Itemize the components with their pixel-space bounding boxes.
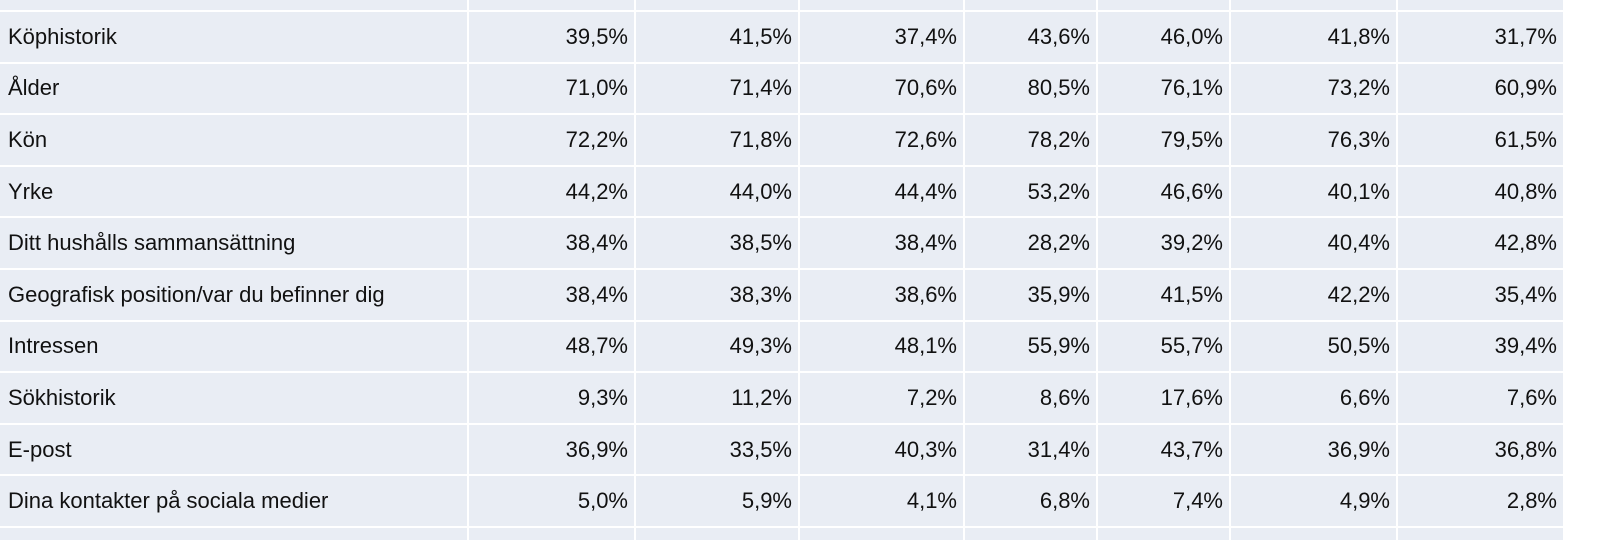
value-cell: 55,7% <box>1098 321 1229 372</box>
row-label: Sökhistorik <box>0 373 467 423</box>
value-cell: 38,5% <box>636 218 798 268</box>
value-cell: 36,9% <box>469 424 634 475</box>
value-cell: 5,9% <box>636 476 798 526</box>
value-cell: 4,1% <box>800 476 963 526</box>
row-label: Intressen <box>0 321 467 372</box>
value-cell: 37,4% <box>800 12 963 62</box>
filler-cell <box>636 528 798 540</box>
value-cell: 2,8% <box>1398 476 1563 526</box>
value-cell: 6,6% <box>1231 373 1396 423</box>
value-cell: 39,4% <box>1398 321 1563 372</box>
value-cell: 71,0% <box>469 63 634 114</box>
value-cell: 36,9% <box>1231 424 1396 475</box>
value-cell: 48,7% <box>469 321 634 372</box>
value-cell: 50,5% <box>1231 321 1396 372</box>
value-cell: 48,1% <box>800 321 963 372</box>
value-cell: 46,0% <box>1098 12 1229 62</box>
row-label: Geografisk position/var du befinner dig <box>0 270 467 320</box>
value-cell: 7,4% <box>1098 476 1229 526</box>
row-label: Kön <box>0 115 467 165</box>
value-cell: 46,6% <box>1098 166 1229 217</box>
value-cell: 80,5% <box>965 63 1096 114</box>
value-cell: 7,2% <box>800 373 963 423</box>
value-cell: 73,2% <box>1231 63 1396 114</box>
filler-cell <box>965 528 1096 540</box>
filler-cell <box>469 528 634 540</box>
value-cell: 43,6% <box>965 12 1096 62</box>
filler-cell <box>469 0 634 10</box>
row-label: E-post <box>0 424 467 475</box>
filler-cell <box>1398 528 1563 540</box>
value-cell: 60,9% <box>1398 63 1563 114</box>
value-cell: 71,8% <box>636 115 798 165</box>
filler-cell <box>636 0 798 10</box>
value-cell: 38,6% <box>800 270 963 320</box>
value-cell: 76,3% <box>1231 115 1396 165</box>
value-cell: 53,2% <box>965 166 1096 217</box>
value-cell: 35,4% <box>1398 270 1563 320</box>
filler-cell <box>0 0 467 10</box>
filler-cell <box>1231 528 1396 540</box>
value-cell: 72,2% <box>469 115 634 165</box>
value-cell: 38,4% <box>800 218 963 268</box>
value-cell: 42,8% <box>1398 218 1563 268</box>
value-cell: 38,4% <box>469 270 634 320</box>
value-cell: 7,6% <box>1398 373 1563 423</box>
filler-cell <box>965 0 1096 10</box>
value-cell: 33,5% <box>636 424 798 475</box>
value-cell: 8,6% <box>965 373 1096 423</box>
row-label: Ditt hushålls sammansättning <box>0 218 467 268</box>
value-cell: 71,4% <box>636 63 798 114</box>
value-cell: 76,1% <box>1098 63 1229 114</box>
value-cell: 17,6% <box>1098 373 1229 423</box>
value-cell: 72,6% <box>800 115 963 165</box>
value-cell: 31,4% <box>965 424 1096 475</box>
value-cell: 55,9% <box>965 321 1096 372</box>
value-cell: 79,5% <box>1098 115 1229 165</box>
row-label: Ålder <box>0 63 467 114</box>
value-cell: 44,2% <box>469 166 634 217</box>
value-cell: 44,4% <box>800 166 963 217</box>
filler-cell <box>1098 528 1229 540</box>
value-cell: 40,3% <box>800 424 963 475</box>
row-label: Dina kontakter på sociala medier <box>0 476 467 526</box>
value-cell: 40,4% <box>1231 218 1396 268</box>
value-cell: 5,0% <box>469 476 634 526</box>
filler-cell <box>1398 0 1563 10</box>
value-cell: 41,8% <box>1231 12 1396 62</box>
value-cell: 39,5% <box>469 12 634 62</box>
filler-cell <box>800 528 963 540</box>
value-cell: 49,3% <box>636 321 798 372</box>
row-label: Köphistorik <box>0 12 467 62</box>
value-cell: 35,9% <box>965 270 1096 320</box>
value-cell: 61,5% <box>1398 115 1563 165</box>
value-cell: 9,3% <box>469 373 634 423</box>
value-cell: 36,8% <box>1398 424 1563 475</box>
value-cell: 6,8% <box>965 476 1096 526</box>
value-cell: 4,9% <box>1231 476 1396 526</box>
filler-cell <box>1098 0 1229 10</box>
value-cell: 41,5% <box>636 12 798 62</box>
value-cell: 78,2% <box>965 115 1096 165</box>
value-cell: 38,4% <box>469 218 634 268</box>
value-cell: 28,2% <box>965 218 1096 268</box>
value-cell: 31,7% <box>1398 12 1563 62</box>
filler-cell <box>800 0 963 10</box>
value-cell: 43,7% <box>1098 424 1229 475</box>
value-cell: 70,6% <box>800 63 963 114</box>
value-cell: 42,2% <box>1231 270 1396 320</box>
row-label: Yrke <box>0 166 467 217</box>
value-cell: 41,5% <box>1098 270 1229 320</box>
value-cell: 38,3% <box>636 270 798 320</box>
value-cell: 11,2% <box>636 373 798 423</box>
filler-cell <box>1231 0 1396 10</box>
value-cell: 40,1% <box>1231 166 1396 217</box>
filler-cell <box>0 528 467 540</box>
value-cell: 39,2% <box>1098 218 1229 268</box>
value-cell: 40,8% <box>1398 166 1563 217</box>
value-cell: 44,0% <box>636 166 798 217</box>
